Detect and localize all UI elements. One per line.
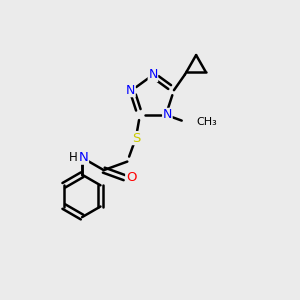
- Text: N: N: [79, 151, 88, 164]
- Text: S: S: [132, 132, 140, 145]
- Text: N: N: [126, 84, 135, 97]
- Text: O: O: [126, 171, 136, 184]
- Text: CH₃: CH₃: [196, 117, 217, 128]
- Text: N: N: [148, 68, 158, 81]
- Text: H: H: [69, 151, 78, 164]
- Text: N: N: [163, 108, 172, 122]
